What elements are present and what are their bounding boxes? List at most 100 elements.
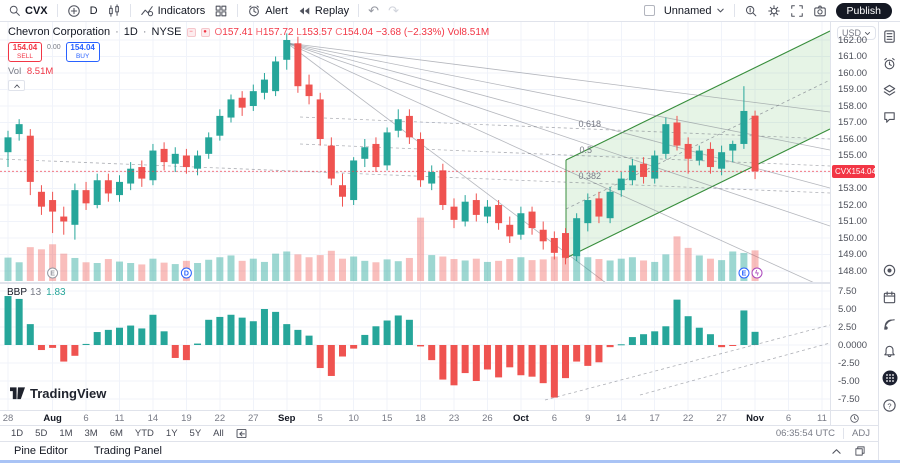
event-marker[interactable] [180,267,192,279]
bbp-bar [628,337,636,345]
bbp-bar [461,345,469,374]
candle-body [272,61,280,92]
range-button-all[interactable]: All [208,428,229,439]
object-tree-button[interactable] [882,82,898,98]
bbp-indicator-legend[interactable]: BBP 13 1.83 [7,287,66,298]
alarm-clock-icon [884,57,895,69]
price-axis[interactable]: USD CVX 154.04 162.00 161.00 160.00 159.00 15… [830,22,878,410]
candle-body [573,218,581,257]
watchlist-button[interactable] [882,28,898,44]
candle-body [205,137,213,154]
range-button-1d[interactable]: 1D [6,428,28,439]
volume-bar [517,257,525,281]
volume-row: Vol 8.51M [8,66,489,77]
bbp-pane[interactable] [4,296,831,401]
expand-panel-icon[interactable] [831,447,842,456]
event-marker[interactable] [751,267,763,279]
adj-toggle[interactable]: ADJ [852,428,870,439]
candle-body [461,201,469,222]
range-button-5y[interactable]: 5Y [185,428,207,439]
candle-body [729,143,737,151]
notifications-button[interactable] [882,343,898,359]
screener-button[interactable] [882,262,898,278]
change-value: −3.68 (−2.33%) [375,26,445,38]
volume-bar [439,256,447,281]
bbp-axis-label: 2.50 [838,321,857,333]
range-button-1m[interactable]: 1M [54,428,77,439]
volume-bar [205,259,213,281]
currency-selector[interactable]: USD [837,26,877,40]
time-axis-settings[interactable] [830,410,878,425]
snapshot-button[interactable] [813,4,827,18]
fullscreen-button[interactable] [790,4,804,18]
event-marker[interactable] [738,267,750,279]
tab-trading-panel[interactable]: Trading Panel [93,445,162,457]
calendar-button[interactable] [882,289,898,305]
range-button-ytd[interactable]: YTD [130,428,159,439]
range-button-1y[interactable]: 1Y [161,428,183,439]
replay-button[interactable]: Replay [297,4,349,18]
bbp-bar [249,321,257,345]
volume-bar [49,244,57,281]
time-axis-label: 18 [415,413,426,424]
spread-value: 0.00 [47,44,61,51]
tab-pine-editor[interactable]: Pine Editor [14,445,68,457]
legend-title: Chevron Corporation [8,26,111,38]
interval-button[interactable]: D [90,5,98,17]
chart-style-button[interactable] [107,3,121,18]
help-button[interactable]: ? [882,397,898,413]
go-to-date-icon[interactable] [235,427,248,440]
bbp-bar [372,326,380,345]
time-axis[interactable]: 28 Aug 6 11 14 19 22 27 Sep 5 10 15 18 23 26 Oct 6 9 14 17 2… [0,410,830,425]
layout-select-checkbox[interactable] [643,5,655,16]
indicators-button[interactable]: Indicators [140,4,205,18]
event-marker-label: E [50,271,55,278]
undo-button[interactable]: ↶ [368,3,380,18]
bbp-bar [506,345,514,368]
symbol-search-button[interactable]: CVX [8,4,48,17]
divider [843,428,845,439]
candle-body [339,185,346,197]
legend-title-row[interactable]: Chevron Corporation · 1D · NYSE − ● O157… [8,26,489,38]
clock-utc[interactable]: 06:35:54 UTC [775,428,836,439]
apps-menu-button[interactable] [882,370,898,386]
price-axis-label: 153.00 [838,183,868,194]
price-axis-label: 155.00 [838,150,868,161]
alert-label: Alert [265,4,288,17]
restore-panel-icon[interactable] [854,445,866,457]
bbp-bar [483,345,491,370]
publish-button[interactable]: Publish [835,2,892,19]
market-status-badge[interactable]: − [186,27,196,37]
ideas-stream-button[interactable] [882,316,898,332]
candle-body [127,168,135,184]
alerts-panel-button[interactable] [882,55,898,71]
volume-bar [361,260,369,281]
time-axis-label: 6 [83,413,89,424]
legend-collapse-button[interactable] [8,80,25,91]
event-marker[interactable] [47,267,59,279]
candle-body [706,148,714,168]
range-button-5d[interactable]: 5D [30,428,52,439]
divider [56,4,58,17]
redo-button[interactable]: ↷ [388,3,399,18]
layout-name-menu[interactable]: Unnamed [664,5,725,17]
data-info-badge[interactable]: ● [200,27,210,37]
layout-templates-button[interactable] [214,4,228,18]
candle-body [628,165,636,181]
chart-legend: Chevron Corporation · 1D · NYSE − ● O157… [8,26,489,91]
buy-button[interactable]: 154.04 BUY [65,42,100,62]
volume-bar [149,258,157,281]
fib-level-line [299,116,830,140]
range-button-6m[interactable]: 6M [105,428,128,439]
range-button-3m[interactable]: 3M [80,428,103,439]
settings-button[interactable] [767,4,781,18]
bbp-bar [662,326,670,345]
alert-button[interactable]: Alert [247,4,288,18]
chat-button[interactable] [882,109,898,125]
sell-button[interactable]: 154.04 SELL [8,42,42,62]
compare-add-button[interactable] [67,4,81,18]
quick-search-button[interactable] [744,4,758,18]
candle-body [160,148,168,163]
